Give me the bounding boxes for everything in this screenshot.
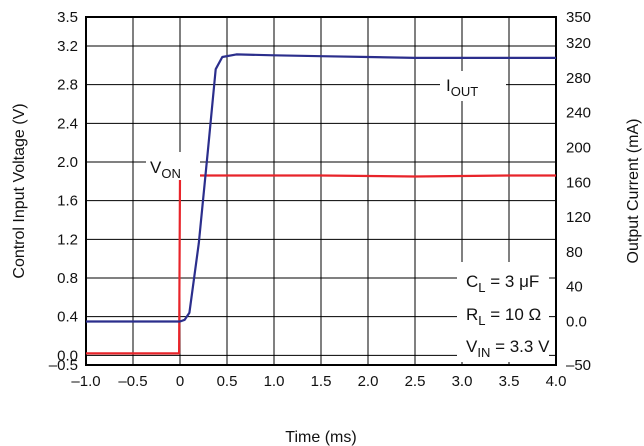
y-left-axis-label: Control Input Voltage (V) [11,103,28,278]
y-left-tick-label: 2.4 [57,115,78,132]
y-right-tick-label: 240 [566,105,591,122]
x-tick-label: 1.0 [264,373,285,390]
y-right-tick-label: 160 [566,174,591,191]
y-left-tick-label: 2.0 [57,154,78,171]
von-label-bg [146,152,200,180]
x-tick-label: –1.0 [71,373,100,390]
von-label: VON [150,158,181,181]
y-left-tick-label: 0.4 [57,309,78,326]
y-left-tick-label: 3.2 [57,38,78,55]
x-tick-label: 0 [176,373,184,390]
y-right-axis-label: Output Current (mA) [625,119,642,264]
x-tick-label: 3.5 [499,373,520,390]
y-right-tick-label: 280 [566,70,591,87]
y-left-tick-label: –0.5 [49,357,78,374]
y-right-tick-label: 80 [566,244,583,261]
series-layer [86,53,556,355]
y-left-tick-label: 2.8 [57,77,78,94]
y-right-tick-label: 320 [566,35,591,52]
y-left-tick-label: 0.0 [57,347,78,364]
x-tick-label: 1.5 [311,373,332,390]
vin-note: VIN = 3.3 V [466,337,550,360]
iout-label: IOUT [446,76,478,99]
x-tick-label: 2.0 [358,373,379,390]
y-left-tick-labels: 3.5 3.2 2.8 2.4 2.0 1.6 1.2 0.8 0.4 0.0–0.5 [49,9,78,374]
conditions-bg [457,262,549,362]
plot-frame [85,16,557,366]
x-tick-label: 2.5 [405,373,426,390]
y-left-tick-label: 0.8 [57,270,78,287]
rl-note: RL = 10 Ω [466,305,541,328]
y-right-tick-label: 120 [566,209,591,226]
x-tick-label: 3.0 [452,373,473,390]
x-tick-labels: –1.0 –0.5 0 0.5 1.0 1.5 2.0 2.5 3.0 3.5 4.0 [71,373,566,390]
x-tick-label: –0.5 [118,373,147,390]
y-left-tick-label: 1.6 [57,193,78,210]
x-tick-label: 4.0 [546,373,567,390]
y-left-tick-label: 3.5 [57,9,78,26]
cl-note: CL = 3 μF [466,272,539,295]
series-line-v_on [86,174,556,355]
x-tick-label: 0.5 [217,373,238,390]
y-right-tick-label: 0.0 [566,314,587,331]
x-axis-label: Time (ms) [285,429,356,446]
y-right-tick-label: –50 [566,357,591,374]
y-right-tick-label: 40 [566,279,583,296]
y-right-tick-label: 350 [566,9,591,26]
iout-label-bg [440,71,506,101]
header-strip [0,0,644,8]
y-right-tick-label: 200 [566,140,591,157]
y-right-tick-labels: 350 320 280 240 200 160 120 80 40 0.0 –50 [566,9,591,374]
series-line-i_out [86,53,556,323]
y-left-tick-label: 1.2 [57,231,78,248]
